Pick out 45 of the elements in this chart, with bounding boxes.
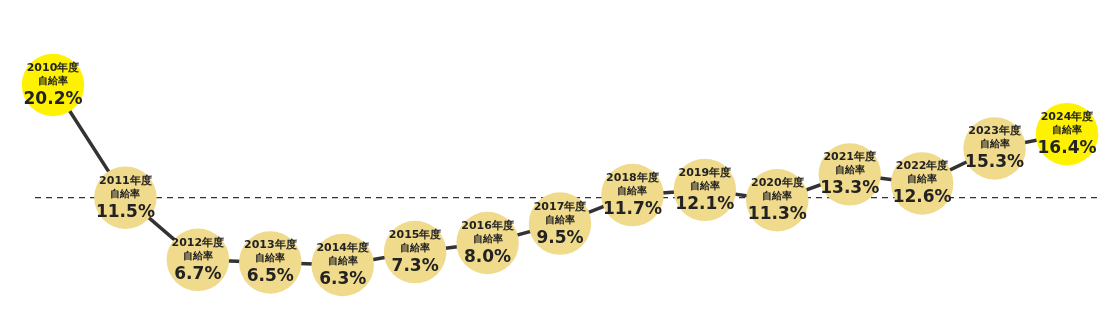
x-tick-label: 2014年度 [316, 241, 370, 254]
data-label: 11.5% [95, 200, 155, 221]
data-label: 9.5% [536, 226, 584, 247]
data-label: 8.0% [463, 245, 512, 266]
x-tick-label: 2012年度 [171, 235, 225, 249]
text: 自給率 [400, 242, 431, 254]
text: 自給率 [472, 232, 503, 244]
text: 自給率 [907, 173, 938, 185]
text: 自給率 [617, 185, 648, 197]
x-tick-label: 2010年度 [26, 61, 80, 74]
data-label: 6.3% [319, 268, 367, 288]
x-tick-label: 2021年度 [823, 150, 877, 164]
data-label: 6.5% [246, 265, 294, 286]
x-tick-label: 2022年度 [895, 159, 949, 173]
x-tick-label: 2013年度 [243, 238, 297, 252]
text: 自給率 [762, 190, 793, 202]
x-tick-label: 2019年度 [678, 165, 732, 179]
text: 自給率 [182, 249, 213, 261]
x-tick-label: 2020年度 [750, 176, 804, 190]
data-label: 16.4% [1037, 137, 1097, 158]
text: 自給率 [327, 255, 358, 266]
data-label: 11.3% [747, 203, 807, 224]
data-label: 7.3% [391, 255, 439, 276]
series-label: 自給率 [689, 179, 720, 191]
data-label: 12.6% [892, 186, 952, 207]
x-tick-label: 2017年度 [533, 199, 587, 213]
x-tick-label: 2015年度 [388, 228, 442, 242]
text: 自給率 [38, 75, 68, 86]
data-label: 6.7% [174, 262, 222, 283]
text: 自給率 [1052, 124, 1082, 136]
text: 自給率 [834, 164, 865, 176]
data-label: 13.3% [820, 177, 880, 198]
x-tick-label: 2016年度 [461, 218, 514, 232]
data-label: 15.3% [965, 151, 1025, 172]
x-tick-label: 2023年度 [968, 124, 1021, 138]
text: 自給率 [110, 187, 141, 199]
data-label: 12.1% [675, 192, 735, 213]
x-tick-label: 2018年度 [606, 171, 659, 185]
x-tick-label: 2024年度 [1040, 110, 1094, 124]
data-label: 11.7% [602, 198, 662, 219]
data-label: 20.2% [23, 88, 83, 108]
text: 自給率 [255, 252, 286, 264]
text: 自給率 [545, 213, 575, 225]
x-tick-label: 2011年度 [99, 173, 152, 187]
text: 自給率 [979, 138, 1010, 150]
